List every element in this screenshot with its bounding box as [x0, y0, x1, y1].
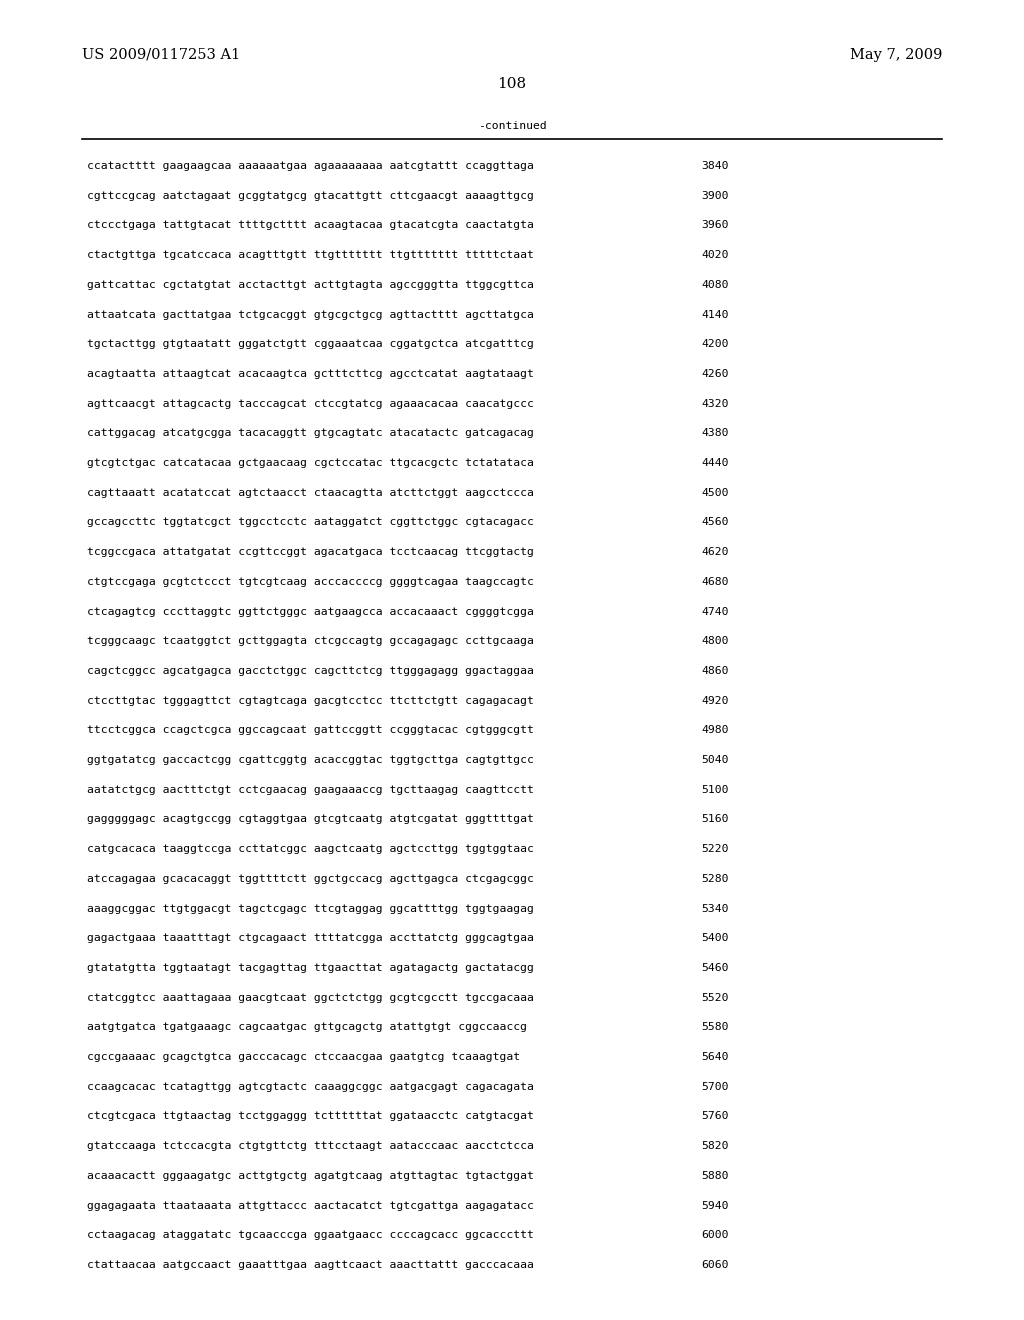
Text: 5400: 5400 — [701, 933, 729, 944]
Text: 5520: 5520 — [701, 993, 729, 1003]
Text: ctccctgaga tattgtacat ttttgctttt acaagtacaa gtacatcgta caactatgta: ctccctgaga tattgtacat ttttgctttt acaagta… — [87, 220, 534, 231]
Text: 4500: 4500 — [701, 487, 729, 498]
Text: gtcgtctgac catcatacaa gctgaacaag cgctccatac ttgcacgctc tctatataca: gtcgtctgac catcatacaa gctgaacaag cgctcca… — [87, 458, 534, 469]
Text: ggagagaata ttaataaata attgttaccc aactacatct tgtcgattga aagagatacc: ggagagaata ttaataaata attgttaccc aactaca… — [87, 1201, 534, 1210]
Text: ccatactttt gaagaagcaa aaaaaatgaa agaaaaaaaa aatcgtattt ccaggttaga: ccatactttt gaagaagcaa aaaaaatgaa agaaaaa… — [87, 161, 534, 172]
Text: tgctacttgg gtgtaatatt gggatctgtt cggaaatcaa cggatgctca atcgatttcg: tgctacttgg gtgtaatatt gggatctgtt cggaaat… — [87, 339, 534, 350]
Text: 3960: 3960 — [701, 220, 729, 231]
Text: 4320: 4320 — [701, 399, 729, 409]
Text: tcgggcaagc tcaatggtct gcttggagta ctcgccagtg gccagagagc ccttgcaaga: tcgggcaagc tcaatggtct gcttggagta ctcgcca… — [87, 636, 534, 647]
Text: 3840: 3840 — [701, 161, 729, 172]
Text: 4200: 4200 — [701, 339, 729, 350]
Text: 5880: 5880 — [701, 1171, 729, 1181]
Text: ctactgttga tgcatccaca acagtttgtt ttgttttttt ttgttttttt tttttctaat: ctactgttga tgcatccaca acagtttgtt ttgtttt… — [87, 251, 534, 260]
Text: ttcctcggca ccagctcgca ggccagcaat gattccggtt ccgggtacac cgtgggcgtt: ttcctcggca ccagctcgca ggccagcaat gattccg… — [87, 726, 534, 735]
Text: agttcaacgt attagcactg tacccagcat ctccgtatcg agaaacacaa caacatgccc: agttcaacgt attagcactg tacccagcat ctccgta… — [87, 399, 534, 409]
Text: May 7, 2009: May 7, 2009 — [850, 48, 942, 62]
Text: 4020: 4020 — [701, 251, 729, 260]
Text: ctatcggtcc aaattagaaa gaacgtcaat ggctctctgg gcgtcgcctt tgccgacaaa: ctatcggtcc aaattagaaa gaacgtcaat ggctctc… — [87, 993, 534, 1003]
Text: cgccgaaaac gcagctgtca gacccacagc ctccaacgaa gaatgtcg tcaaagtgat: cgccgaaaac gcagctgtca gacccacagc ctccaac… — [87, 1052, 520, 1063]
Text: 6060: 6060 — [701, 1259, 729, 1270]
Text: gagggggagc acagtgccgg cgtaggtgaa gtcgtcaatg atgtcgatat gggttttgat: gagggggagc acagtgccgg cgtaggtgaa gtcgtca… — [87, 814, 534, 825]
Text: 5280: 5280 — [701, 874, 729, 884]
Text: 4920: 4920 — [701, 696, 729, 706]
Text: 5640: 5640 — [701, 1052, 729, 1063]
Text: 5460: 5460 — [701, 962, 729, 973]
Text: 5340: 5340 — [701, 903, 729, 913]
Text: ctgtccgaga gcgtctccct tgtcgtcaag acccaccccg ggggtcagaa taagccagtc: ctgtccgaga gcgtctccct tgtcgtcaag acccacc… — [87, 577, 534, 587]
Text: 108: 108 — [498, 77, 526, 91]
Text: cagctcggcc agcatgagca gacctctggc cagcttctcg ttgggagagg ggactaggaa: cagctcggcc agcatgagca gacctctggc cagcttc… — [87, 667, 534, 676]
Text: 5820: 5820 — [701, 1140, 729, 1151]
Text: 5940: 5940 — [701, 1201, 729, 1210]
Text: 4620: 4620 — [701, 546, 729, 557]
Text: attaatcata gacttatgaa tctgcacggt gtgcgctgcg agttactttt agcttatgca: attaatcata gacttatgaa tctgcacggt gtgcgct… — [87, 309, 534, 319]
Text: gagactgaaa taaatttagt ctgcagaact ttttatcgga accttatctg gggcagtgaa: gagactgaaa taaatttagt ctgcagaact ttttatc… — [87, 933, 534, 944]
Text: ctccttgtac tgggagttct cgtagtcaga gacgtcctcc ttcttctgtt cagagacagt: ctccttgtac tgggagttct cgtagtcaga gacgtcc… — [87, 696, 534, 706]
Text: ctcagagtcg cccttaggtc ggttctgggc aatgaagcca accacaaact cggggtcgga: ctcagagtcg cccttaggtc ggttctgggc aatgaag… — [87, 607, 534, 616]
Text: cgttccgcag aatctagaat gcggtatgcg gtacattgtt cttcgaacgt aaaagttgcg: cgttccgcag aatctagaat gcggtatgcg gtacatt… — [87, 190, 534, 201]
Text: acagtaatta attaagtcat acacaagtca gctttcttcg agcctcatat aagtataagt: acagtaatta attaagtcat acacaagtca gctttct… — [87, 368, 534, 379]
Text: 5220: 5220 — [701, 845, 729, 854]
Text: cctaagacag ataggatatc tgcaacccga ggaatgaacc ccccagcacc ggcacccttt: cctaagacag ataggatatc tgcaacccga ggaatga… — [87, 1230, 534, 1241]
Text: ggtgatatcg gaccactcgg cgattcggtg acaccggtac tggtgcttga cagtgttgcc: ggtgatatcg gaccactcgg cgattcggtg acaccgg… — [87, 755, 534, 766]
Text: gccagccttc tggtatcgct tggcctcctc aataggatct cggttctggc cgtacagacc: gccagccttc tggtatcgct tggcctcctc aatagga… — [87, 517, 534, 528]
Text: 4980: 4980 — [701, 726, 729, 735]
Text: tcggccgaca attatgatat ccgttccggt agacatgaca tcctcaacag ttcggtactg: tcggccgaca attatgatat ccgttccggt agacatg… — [87, 546, 534, 557]
Text: aatgtgatca tgatgaaagc cagcaatgac gttgcagctg atattgtgt cggccaaccg: aatgtgatca tgatgaaagc cagcaatgac gttgcag… — [87, 1022, 527, 1032]
Text: 6000: 6000 — [701, 1230, 729, 1241]
Text: 4800: 4800 — [701, 636, 729, 647]
Text: aatatctgcg aactttctgt cctcgaacag gaagaaaccg tgcttaagag caagttcctt: aatatctgcg aactttctgt cctcgaacag gaagaaa… — [87, 784, 534, 795]
Text: 4680: 4680 — [701, 577, 729, 587]
Text: 4440: 4440 — [701, 458, 729, 469]
Text: -continued: -continued — [477, 121, 547, 132]
Text: 4260: 4260 — [701, 368, 729, 379]
Text: ctcgtcgaca ttgtaactag tcctggaggg tcttttttat ggataacctc catgtacgat: ctcgtcgaca ttgtaactag tcctggaggg tcttttt… — [87, 1111, 534, 1122]
Text: aaaggcggac ttgtggacgt tagctcgagc ttcgtaggag ggcattttgg tggtgaagag: aaaggcggac ttgtggacgt tagctcgagc ttcgtag… — [87, 903, 534, 913]
Text: 4080: 4080 — [701, 280, 729, 290]
Text: ctattaacaa aatgccaact gaaatttgaa aagttcaact aaacttattt gacccacaaa: ctattaacaa aatgccaact gaaatttgaa aagttca… — [87, 1259, 534, 1270]
Text: 5580: 5580 — [701, 1022, 729, 1032]
Text: 4380: 4380 — [701, 428, 729, 438]
Text: 5040: 5040 — [701, 755, 729, 766]
Text: ccaagcacac tcatagttgg agtcgtactc caaaggcggc aatgacgagt cagacagata: ccaagcacac tcatagttgg agtcgtactc caaaggc… — [87, 1082, 534, 1092]
Text: gtatatgtta tggtaatagt tacgagttag ttgaacttat agatagactg gactatacgg: gtatatgtta tggtaatagt tacgagttag ttgaact… — [87, 962, 534, 973]
Text: 4560: 4560 — [701, 517, 729, 528]
Text: 5160: 5160 — [701, 814, 729, 825]
Text: cattggacag atcatgcgga tacacaggtt gtgcagtatc atacatactc gatcagacag: cattggacag atcatgcgga tacacaggtt gtgcagt… — [87, 428, 534, 438]
Text: catgcacaca taaggtccga ccttatcggc aagctcaatg agctccttgg tggtggtaac: catgcacaca taaggtccga ccttatcggc aagctca… — [87, 845, 534, 854]
Text: cagttaaatt acatatccat agtctaacct ctaacagtta atcttctggt aagcctccca: cagttaaatt acatatccat agtctaacct ctaacag… — [87, 487, 534, 498]
Text: 5760: 5760 — [701, 1111, 729, 1122]
Text: 4140: 4140 — [701, 309, 729, 319]
Text: US 2009/0117253 A1: US 2009/0117253 A1 — [82, 48, 241, 62]
Text: 3900: 3900 — [701, 190, 729, 201]
Text: 4860: 4860 — [701, 667, 729, 676]
Text: atccagagaa gcacacaggt tggttttctt ggctgccacg agcttgagca ctcgagcggc: atccagagaa gcacacaggt tggttttctt ggctgcc… — [87, 874, 534, 884]
Text: gtatccaaga tctccacgta ctgtgttctg tttcctaagt aatacccaac aacctctcca: gtatccaaga tctccacgta ctgtgttctg tttccta… — [87, 1140, 534, 1151]
Text: 4740: 4740 — [701, 607, 729, 616]
Text: acaaacactt gggaagatgc acttgtgctg agatgtcaag atgttagtac tgtactggat: acaaacactt gggaagatgc acttgtgctg agatgtc… — [87, 1171, 534, 1181]
Text: 5100: 5100 — [701, 784, 729, 795]
Text: gattcattac cgctatgtat acctacttgt acttgtagta agccgggtta ttggcgttca: gattcattac cgctatgtat acctacttgt acttgta… — [87, 280, 534, 290]
Text: 5700: 5700 — [701, 1082, 729, 1092]
